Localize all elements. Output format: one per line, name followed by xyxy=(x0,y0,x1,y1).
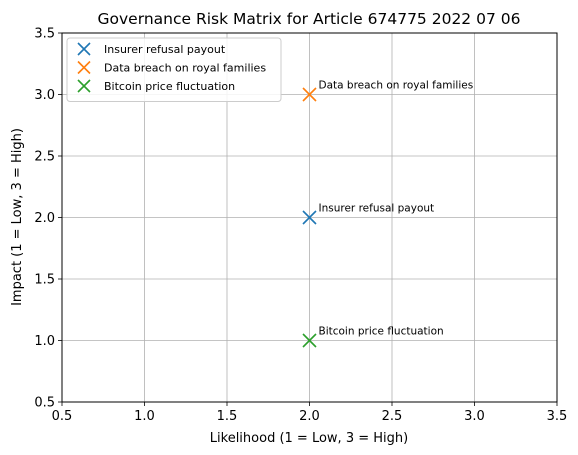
y-tick-label: 1.0 xyxy=(34,334,55,349)
x-tick-label: 1.5 xyxy=(217,409,238,424)
y-tick-label: 0.5 xyxy=(34,396,55,411)
legend: Insurer refusal payout Data breach on roy… xyxy=(67,38,281,102)
data-point-1: Insurer refusal payout xyxy=(303,203,434,225)
x-tick-label: 2.5 xyxy=(382,409,403,424)
y-axis-label: Impact (1 = Low, 3 = High) xyxy=(10,128,25,306)
x-tick-label: 2.0 xyxy=(299,409,320,424)
legend-label: Insurer refusal payout xyxy=(104,43,226,56)
y-tick-label: 2.5 xyxy=(34,150,55,165)
point-annotation: Insurer refusal payout xyxy=(319,203,435,215)
x-tick-label: 1.0 xyxy=(134,409,155,424)
x-axis-label: Likelihood (1 = Low, 3 = High) xyxy=(210,431,408,446)
legend-label: Data breach on royal families xyxy=(104,62,266,75)
data-points: Insurer refusal payout Data breach on roy… xyxy=(303,80,473,348)
y-tick-label: 2.0 xyxy=(34,211,55,226)
x-tick-label: 3.5 xyxy=(547,409,568,424)
data-point-3: Bitcoin price fluctuation xyxy=(303,326,444,348)
data-point-2: Data breach on royal families xyxy=(303,80,473,102)
chart-title: Governance Risk Matrix for Article 67477… xyxy=(98,10,521,28)
x-tick-label: 3.0 xyxy=(464,409,485,424)
legend-label: Bitcoin price fluctuation xyxy=(104,80,235,93)
x-tick-label: 0.5 xyxy=(52,409,73,424)
legend-entry-2: Data breach on royal families xyxy=(78,62,266,75)
y-tick-label: 3.0 xyxy=(34,88,55,103)
point-annotation: Bitcoin price fluctuation xyxy=(319,326,444,338)
y-tick-label: 1.5 xyxy=(34,273,55,288)
point-annotation: Data breach on royal families xyxy=(319,80,474,92)
y-tick-label: 3.5 xyxy=(34,27,55,42)
